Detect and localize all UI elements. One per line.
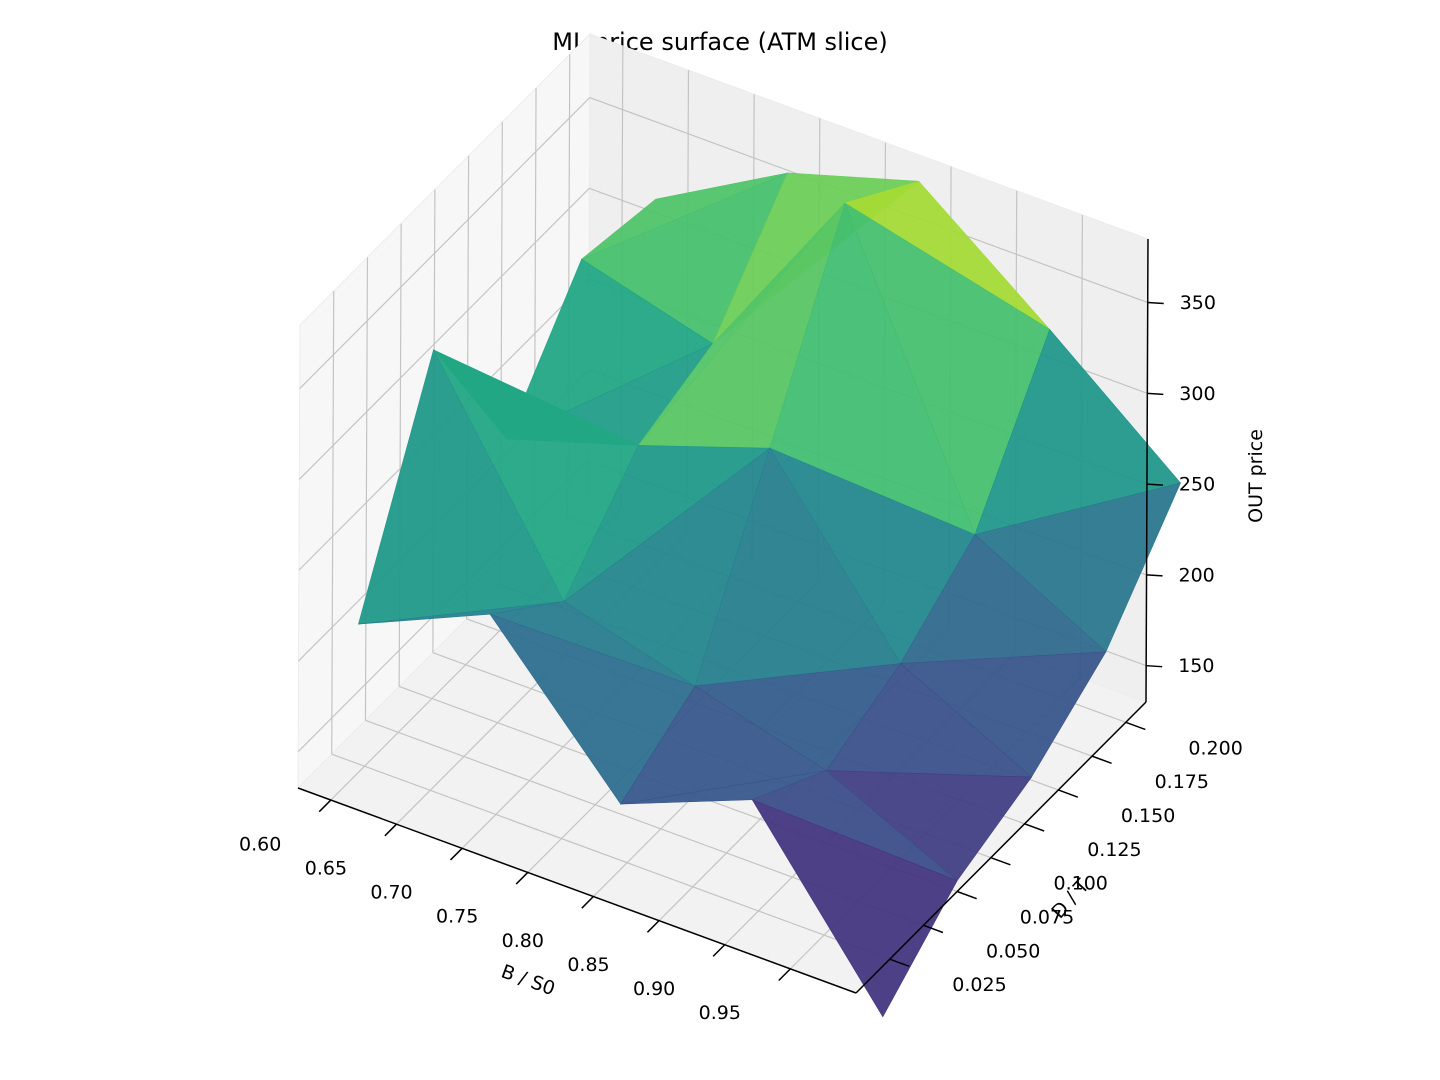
z-tick-mark <box>1146 483 1163 486</box>
x-tick-mark <box>778 968 791 982</box>
z-axis-label: OUT price <box>1245 429 1267 523</box>
x-tick-label: 0.65 <box>305 857 347 879</box>
x-tick-label: 0.80 <box>502 930 544 952</box>
x-axis-line <box>297 787 857 994</box>
y-tick-mark <box>889 958 910 968</box>
y-tick-mark <box>1091 755 1112 765</box>
y-tick-mark <box>923 924 944 934</box>
y-tick-mark <box>990 856 1011 866</box>
x-tick-label: 0.90 <box>633 978 675 1000</box>
y-tick-label: 0.200 <box>1188 737 1242 759</box>
surface <box>357 172 1182 1018</box>
x-tick-label: 0.75 <box>436 906 478 928</box>
axes: 0.60 0.65 0.70 0.75 0.80 0.85 0.90 0.95 0.025 0.0… <box>239 238 1243 1024</box>
x-tick-mark <box>581 896 594 909</box>
z-tick-label: 150 <box>1178 655 1214 677</box>
grid-line-z-left <box>299 97 591 389</box>
y-axis-line <box>855 701 1147 994</box>
y-tick-mark <box>1125 721 1146 731</box>
x-tick-label: 0.70 <box>370 882 412 904</box>
grid-line-y-left <box>331 291 335 755</box>
x-tick-mark <box>449 847 463 861</box>
y-tick-label: 0.175 <box>1155 771 1209 793</box>
y-tick-mark <box>956 890 977 900</box>
y-tick-label: 0.025 <box>952 974 1006 996</box>
x-tick-label: 0.60 <box>239 833 281 855</box>
x-tick-label: 0.85 <box>567 954 609 976</box>
y-tick-label: 0.075 <box>1020 907 1074 929</box>
surface-facet <box>751 799 958 1018</box>
grid-line-y-left <box>364 257 369 721</box>
z-axis-line <box>1145 238 1149 703</box>
z-tick-mark <box>1146 574 1163 577</box>
y-tick-label: 0.125 <box>1087 839 1141 861</box>
x-tick-mark <box>712 944 726 957</box>
z-tick-label: 200 <box>1179 564 1215 586</box>
x-tick-mark <box>515 871 529 885</box>
z-tick-mark <box>1146 664 1163 668</box>
x-tick-label: 0.95 <box>699 1002 741 1024</box>
grid-line-z-left <box>298 187 590 480</box>
y-tick-label: 0.100 <box>1053 873 1107 895</box>
z-tick-label: 350 <box>1180 292 1216 314</box>
x-tick-mark <box>318 799 332 813</box>
z-tick-label: 300 <box>1179 383 1215 405</box>
x-tick-mark <box>384 823 398 837</box>
z-tick-mark <box>1147 301 1164 305</box>
y-tick-mark <box>1024 823 1045 832</box>
x-tick-mark <box>646 920 660 933</box>
z-tick-label: 250 <box>1179 474 1215 496</box>
z-tick-mark <box>1147 392 1164 396</box>
y-tick-mark <box>1058 789 1079 798</box>
y-tick-label: 0.050 <box>986 940 1040 962</box>
grid-line-y-floor <box>331 753 890 960</box>
y-tick-label: 0.150 <box>1121 805 1175 827</box>
